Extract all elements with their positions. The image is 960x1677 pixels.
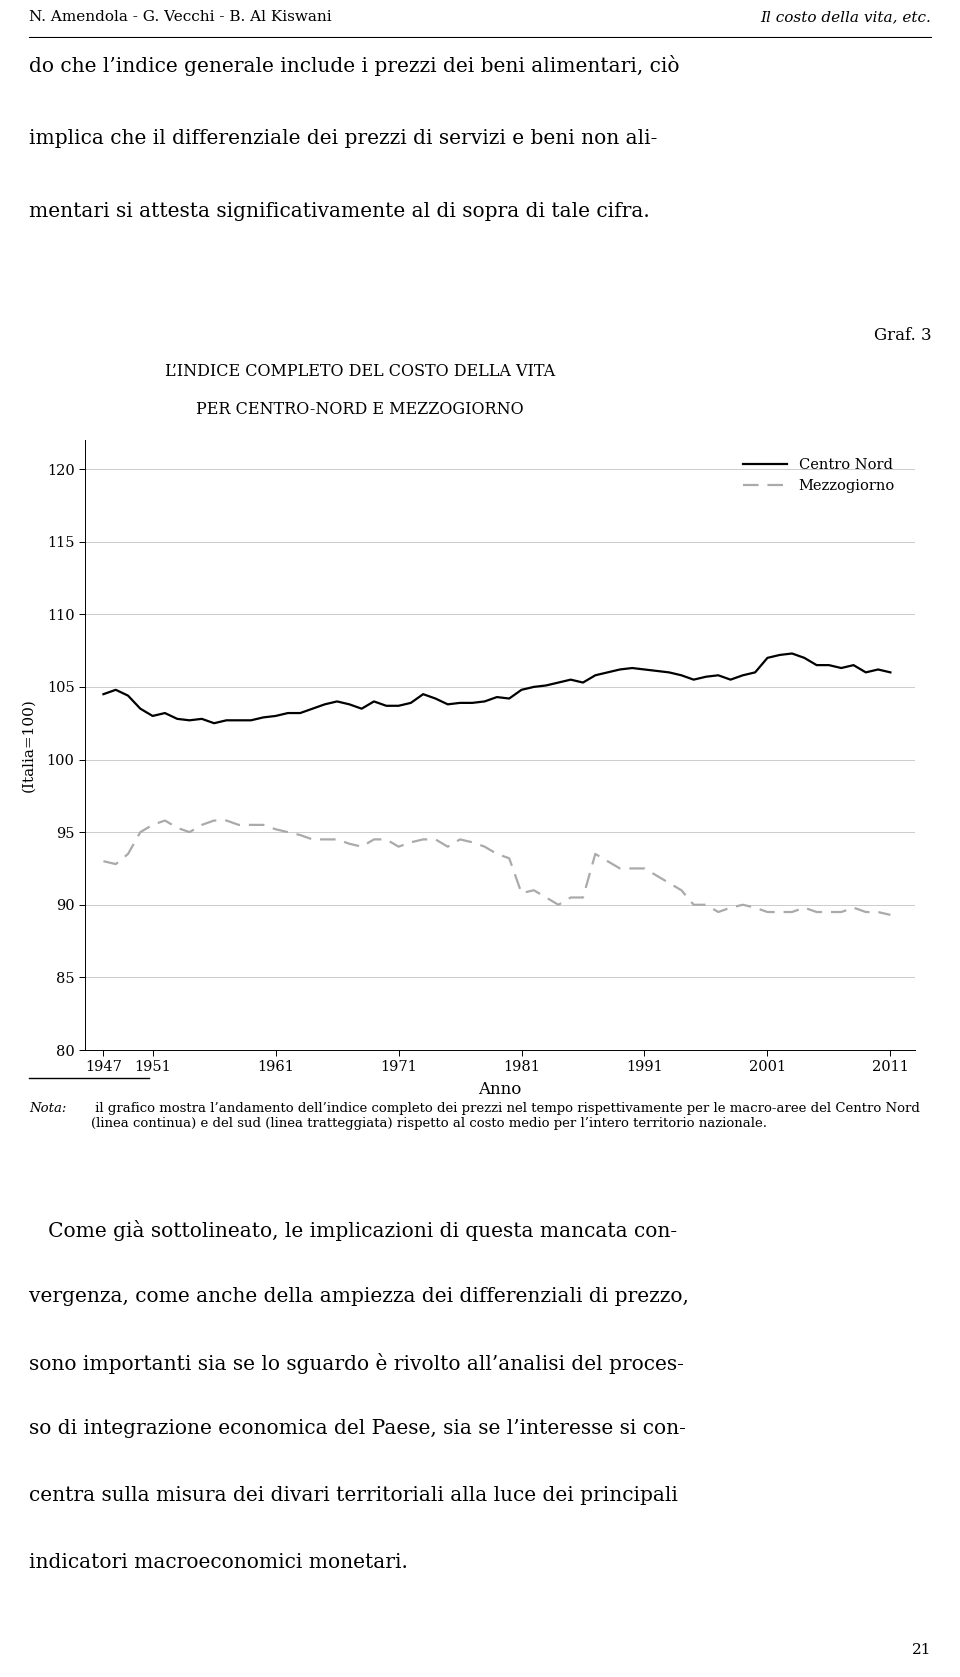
Text: il grafico mostra l’andamento dell’indice completo dei prezzi nel tempo rispetti: il grafico mostra l’andamento dell’indic… — [91, 1102, 920, 1130]
Text: PER CENTRO-NORD E MEZZOGIORNO: PER CENTRO-NORD E MEZZOGIORNO — [196, 401, 524, 418]
Legend: Centro Nord, Mezzogiorno: Centro Nord, Mezzogiorno — [739, 453, 900, 498]
Y-axis label: (Italia=100): (Italia=100) — [21, 698, 36, 792]
Text: mentari si attesta significativamente al di sopra di tale cifra.: mentari si attesta significativamente al… — [29, 201, 650, 221]
X-axis label: Anno: Anno — [478, 1082, 521, 1098]
Text: Il costo della vita, etc.: Il costo della vita, etc. — [760, 10, 931, 23]
Text: Come già sottolineato, le implicazioni di questa mancata con-: Come già sottolineato, le implicazioni d… — [29, 1219, 677, 1241]
Text: indicatori macroeconomici monetari.: indicatori macroeconomici monetari. — [29, 1553, 408, 1571]
Text: N. Amendola - G. Vecchi - B. Al Kiswani: N. Amendola - G. Vecchi - B. Al Kiswani — [29, 10, 331, 23]
Text: do che l’indice generale include i prezzi dei beni alimentari, ciò: do che l’indice generale include i prezz… — [29, 55, 680, 75]
Text: so di integrazione economica del Paese, sia se l’interesse si con-: so di integrazione economica del Paese, … — [29, 1419, 685, 1439]
Text: implica che il differenziale dei prezzi di servizi e beni non ali-: implica che il differenziale dei prezzi … — [29, 129, 658, 148]
Text: 21: 21 — [912, 1643, 931, 1657]
Text: vergenza, come anche della ampiezza dei differenziali di prezzo,: vergenza, come anche della ampiezza dei … — [29, 1286, 688, 1305]
Text: centra sulla misura dei divari territoriali alla luce dei principali: centra sulla misura dei divari territori… — [29, 1486, 678, 1504]
Text: L’INDICE COMPLETO DEL COSTO DELLA VITA: L’INDICE COMPLETO DEL COSTO DELLA VITA — [165, 364, 555, 381]
Text: Graf. 3: Graf. 3 — [874, 327, 931, 344]
Text: Nota:: Nota: — [29, 1102, 66, 1115]
Text: sono importanti sia se lo sguardo è rivolto all’analisi del proces-: sono importanti sia se lo sguardo è rivo… — [29, 1353, 684, 1373]
